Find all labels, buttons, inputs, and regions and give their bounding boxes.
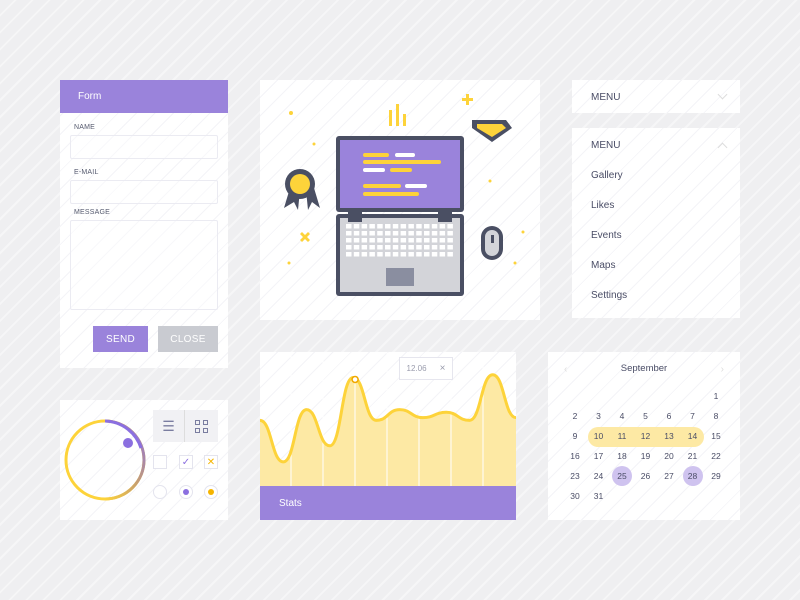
checkbox-checked[interactable]: ✓: [179, 455, 193, 469]
chart-bars-icon: [389, 104, 406, 126]
calendar-day[interactable]: 5: [643, 411, 648, 421]
wave-line: [260, 373, 516, 464]
chevron-up-icon[interactable]: [717, 142, 728, 153]
menu-item-gallery[interactable]: Gallery: [591, 170, 623, 181]
calendar-day[interactable]: 28: [682, 466, 703, 486]
message-textarea[interactable]: [70, 220, 218, 310]
calendar-day[interactable]: 1: [713, 391, 719, 401]
menu-item-events[interactable]: Events: [591, 230, 622, 241]
name-input[interactable]: [70, 135, 218, 159]
menu-title: MENU: [591, 92, 621, 103]
stats-wave-chart: [260, 352, 516, 486]
highlight-point: [351, 375, 359, 384]
laptop-icon: [336, 136, 464, 296]
laptop-illustration: [284, 94, 525, 296]
calendar-month: September: [620, 363, 668, 374]
calendar-day[interactable]: 17: [593, 451, 604, 461]
radio-empty[interactable]: [153, 485, 167, 499]
sparkle-icons: [287, 94, 525, 265]
calendar-day[interactable]: 4: [619, 411, 625, 421]
form-card: Form NAME E-MAIL MESSAGE SEND CLOSE: [60, 80, 228, 368]
menu-title[interactable]: MENU: [591, 140, 621, 151]
calendar-day[interactable]: 13: [664, 431, 674, 441]
name-label: NAME: [74, 124, 96, 131]
calendar-day[interactable]: 15: [711, 431, 721, 441]
calendar-day[interactable]: 3: [596, 411, 601, 421]
stats-footer: Stats: [260, 486, 516, 520]
calendar-day[interactable]: 29: [711, 471, 721, 481]
calendar-day[interactable]: 18: [617, 451, 627, 461]
email-input[interactable]: [70, 180, 218, 204]
menu-item-maps[interactable]: Maps: [591, 260, 616, 271]
laptop-illustration-card: [260, 80, 540, 320]
calendar-day[interactable]: 20: [664, 451, 674, 461]
radio-yellow[interactable]: [204, 485, 218, 499]
form-header: Form: [60, 80, 228, 113]
diamond-icon: [472, 120, 512, 142]
calendar-day[interactable]: 22: [711, 451, 721, 461]
menu-expanded: MENU Gallery Likes Events Maps Settings: [572, 128, 740, 318]
stats-title: Stats: [279, 498, 302, 509]
calendar-day[interactable]: 6: [666, 411, 672, 421]
calendar-day[interactable]: 31: [593, 491, 604, 501]
date-range-highlight: [588, 427, 704, 447]
calendar-day[interactable]: 25: [612, 466, 632, 486]
calendar-day[interactable]: 9: [572, 431, 578, 441]
calendar-day[interactable]: 19: [640, 451, 651, 461]
controls-card: ☰ ✓ ✕: [60, 400, 228, 520]
calendar-day[interactable]: 2: [572, 411, 578, 421]
calendar-day[interactable]: 23: [570, 471, 580, 481]
view-toggle: ☰: [153, 410, 218, 442]
calendar-day[interactable]: 16: [570, 451, 580, 461]
calendar-day[interactable]: 30: [570, 491, 580, 501]
calendar-day[interactable]: 27: [664, 471, 674, 481]
progress-knob[interactable]: [63, 418, 153, 508]
grid-icon[interactable]: [185, 410, 217, 442]
tooltip-value: 12.06: [406, 364, 427, 373]
send-button[interactable]: SEND: [93, 326, 148, 352]
menu-collapsed[interactable]: MENU: [572, 80, 740, 113]
calendar-day[interactable]: 10: [593, 431, 604, 441]
checkbox-crossed[interactable]: ✕: [204, 455, 218, 469]
calendar-day[interactable]: 21: [687, 451, 698, 461]
chevron-left-icon[interactable]: ‹: [564, 364, 568, 375]
menu-item-likes[interactable]: Likes: [591, 200, 615, 211]
checkbox-empty[interactable]: [153, 455, 167, 469]
calendar-day[interactable]: 12: [640, 431, 651, 441]
wave-area: [260, 374, 516, 486]
calendar-day[interactable]: 24: [593, 471, 604, 481]
calendar-card: ‹ September › 1 2 3 4 5 6 7 8 9 10 11 12 13 14 15 16 17 1…: [548, 352, 740, 520]
calendar-day[interactable]: 26: [640, 471, 651, 481]
list-icon[interactable]: ☰: [153, 410, 185, 442]
badge-icon: [284, 169, 320, 210]
calendar-day[interactable]: 11: [617, 431, 627, 441]
knob-handle: [123, 438, 133, 448]
stats-card: 12.06 × Stats: [260, 352, 516, 520]
menu-item-settings[interactable]: Settings: [591, 290, 628, 301]
email-label: E-MAIL: [74, 169, 99, 176]
calendar-day[interactable]: 7: [690, 411, 695, 421]
stats-tooltip: 12.06 ×: [399, 357, 453, 380]
chevron-down-icon[interactable]: [717, 89, 728, 100]
form-title: Form: [78, 91, 102, 102]
radio-purple[interactable]: [179, 485, 193, 499]
tooltip-close-icon[interactable]: ×: [439, 363, 446, 374]
calendar-day[interactable]: 8: [713, 411, 719, 421]
calendar-day[interactable]: 14: [687, 431, 698, 441]
close-button[interactable]: CLOSE: [158, 326, 218, 352]
mouse-icon: [481, 226, 503, 260]
message-label: MESSAGE: [74, 209, 111, 216]
chevron-right-icon[interactable]: ›: [720, 364, 724, 375]
